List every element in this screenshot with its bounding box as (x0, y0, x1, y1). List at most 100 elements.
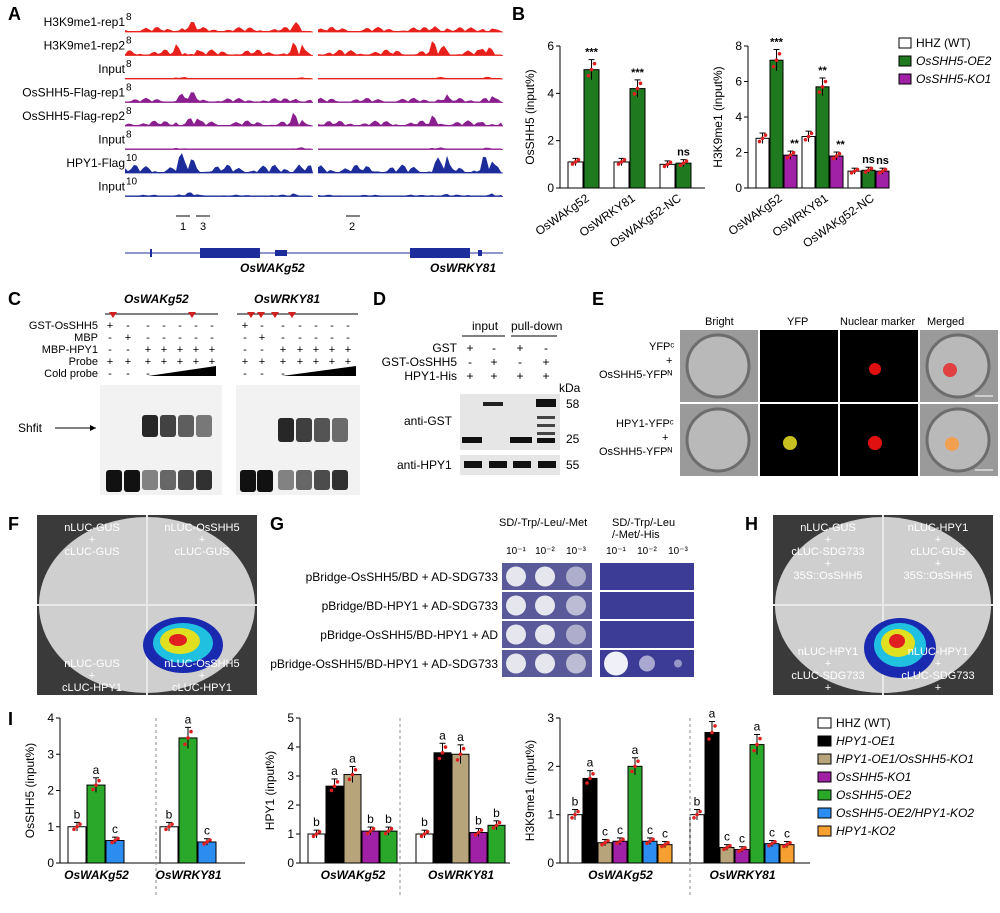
i-legend-swatch-0 (817, 717, 832, 729)
c-shift-r-0 (278, 418, 294, 442)
d-sign-1-0: - (468, 355, 472, 369)
c-l-3-4: + (177, 356, 183, 368)
c-l-0-4: - (178, 320, 182, 332)
track-1-signal-1 (318, 41, 503, 56)
q-3-line-3: + (935, 682, 941, 694)
c-r-3-4: + (313, 356, 319, 368)
q-3-line-2: cLUC-SDG733 (901, 670, 974, 682)
d-sign-0-0: + (466, 341, 473, 355)
f-labels: nLUC-GUS+cLUC-GUSnLUC-OsSHH5+cLUC-GUSnLU… (62, 522, 240, 694)
pt-0-1-1 (774, 58, 779, 62)
c-l-3-5: + (193, 356, 199, 368)
c-l-2-5: + (193, 344, 199, 356)
sig-letter-0-0: b (313, 815, 320, 829)
y-tick-label-1: 1 (47, 820, 54, 834)
sig-letter-1-0: b (166, 807, 173, 821)
g-spot-r-3-1 (639, 655, 655, 672)
pt-0-3-1 (618, 839, 622, 844)
pt-0-0-2 (576, 158, 581, 162)
chart-i-osshh5: 0 1 2 3 4 OsSHH5 (input%) b a c OsWAKg52 b a c OsWRKY… (23, 711, 245, 895)
c-marker-2 (247, 312, 255, 318)
c-row-1: MBP (74, 332, 98, 344)
medium-2b: /-Met/-His (612, 529, 660, 541)
c-r-2-4: + (313, 344, 319, 356)
y-axis-label: OsSHH5 (input%) (23, 743, 37, 838)
y-tick-label-2: 2 (47, 784, 54, 798)
q-0-line-3: + (825, 558, 831, 570)
pt-0-4-2 (389, 826, 394, 831)
pt-1-5-1 (770, 841, 774, 846)
pt-1-5-0 (767, 843, 771, 848)
y-tick-label-2: 4 (735, 110, 742, 124)
legend-b-ko1: OsSHH5-KO1 (916, 72, 991, 86)
y-tick-label-3: 3 (47, 747, 54, 761)
d-band-hpy1-2 (513, 461, 531, 468)
pt-1-0-1 (695, 812, 699, 817)
d-sign-1-3: + (542, 355, 549, 369)
pt-0-1-0 (91, 787, 95, 792)
pt-0-1-0 (586, 73, 591, 78)
sig-b2-0: *** (770, 36, 784, 48)
pt-1-6-0 (782, 844, 786, 849)
pt-0-6-1 (663, 842, 667, 847)
track-scale-3: 8 (126, 83, 132, 94)
panel-letter-e: E (592, 289, 604, 309)
c-r-1-6: - (346, 332, 350, 344)
pt-0-2-2 (791, 150, 796, 155)
pt-1-3-0 (737, 849, 741, 853)
c-r-2-0: - (243, 344, 247, 356)
c-r-0-6: - (346, 320, 350, 332)
d-sign-0-3: - (544, 341, 548, 355)
pt-1-3-2 (743, 846, 747, 850)
c-r-2-6: + (345, 344, 351, 356)
pt-0-0-1 (75, 824, 79, 829)
cat-label-0: OsWAKg52 (588, 868, 653, 882)
e-row2-line1: HPY1-YFPᶜ (616, 418, 674, 430)
y-tick-label-1: 2 (735, 146, 742, 160)
pt-1-2-1 (725, 845, 729, 850)
i-legend-label-5: OsSHH5-OE2/HPY1-KO2 (836, 806, 974, 820)
pt-2-0-0 (662, 164, 667, 169)
y-tick-label-0: 0 (735, 181, 742, 195)
g-spot-l-0-2 (566, 566, 586, 587)
g-spot-r-3-0 (604, 651, 628, 676)
c-r-0-4: - (314, 320, 318, 332)
pt-1-4-2 (497, 820, 502, 825)
pt-0-4-0 (383, 831, 388, 836)
track-5-signal-1 (318, 147, 503, 150)
c-marker-0 (109, 312, 117, 318)
panel-letter-b: B (512, 4, 525, 24)
e-row2-line2: + (662, 432, 668, 444)
pt-1-1-2 (189, 729, 193, 734)
pt-2-2-0 (877, 171, 882, 175)
sig-letter-0-5: c (647, 823, 653, 837)
q-3-line-1: + (935, 658, 941, 670)
c-l-0-5: - (194, 320, 198, 332)
bar-0-1 (325, 785, 344, 864)
track-7-signal-1 (318, 193, 503, 197)
pt-1-2-2 (208, 838, 212, 842)
bar-1-1 (433, 752, 452, 864)
c-row-3: Probe (69, 356, 98, 368)
sig-letter-1-0: b (694, 794, 701, 808)
marker-55: 55 (566, 458, 580, 472)
i-legend-label-6: HPY1-KO2 (836, 824, 896, 838)
bar-1-0 (801, 136, 816, 189)
y-axis-label: HPY1 (input%) (263, 751, 277, 830)
pt-0-4-2 (636, 759, 640, 763)
pt-0-3-2 (621, 837, 625, 842)
q-2-line-2: cLUC-SDG733 (791, 670, 864, 682)
panel-letter-c: C (8, 289, 21, 309)
i-legend-swatch-1 (817, 735, 832, 747)
pt-0-1-1 (94, 783, 98, 787)
d-sign-0-1: - (492, 341, 496, 355)
c-l-1-5: - (194, 332, 198, 344)
pt-0-2-2 (116, 836, 120, 841)
pt-0-2-1 (350, 772, 355, 777)
c-shift-r-1 (296, 418, 312, 442)
pt-1-2-1 (834, 154, 839, 158)
pt-0-2-0 (110, 840, 114, 845)
track-label-2: Input (98, 62, 125, 76)
cat-label-1: OsWRKY81 (709, 868, 775, 882)
